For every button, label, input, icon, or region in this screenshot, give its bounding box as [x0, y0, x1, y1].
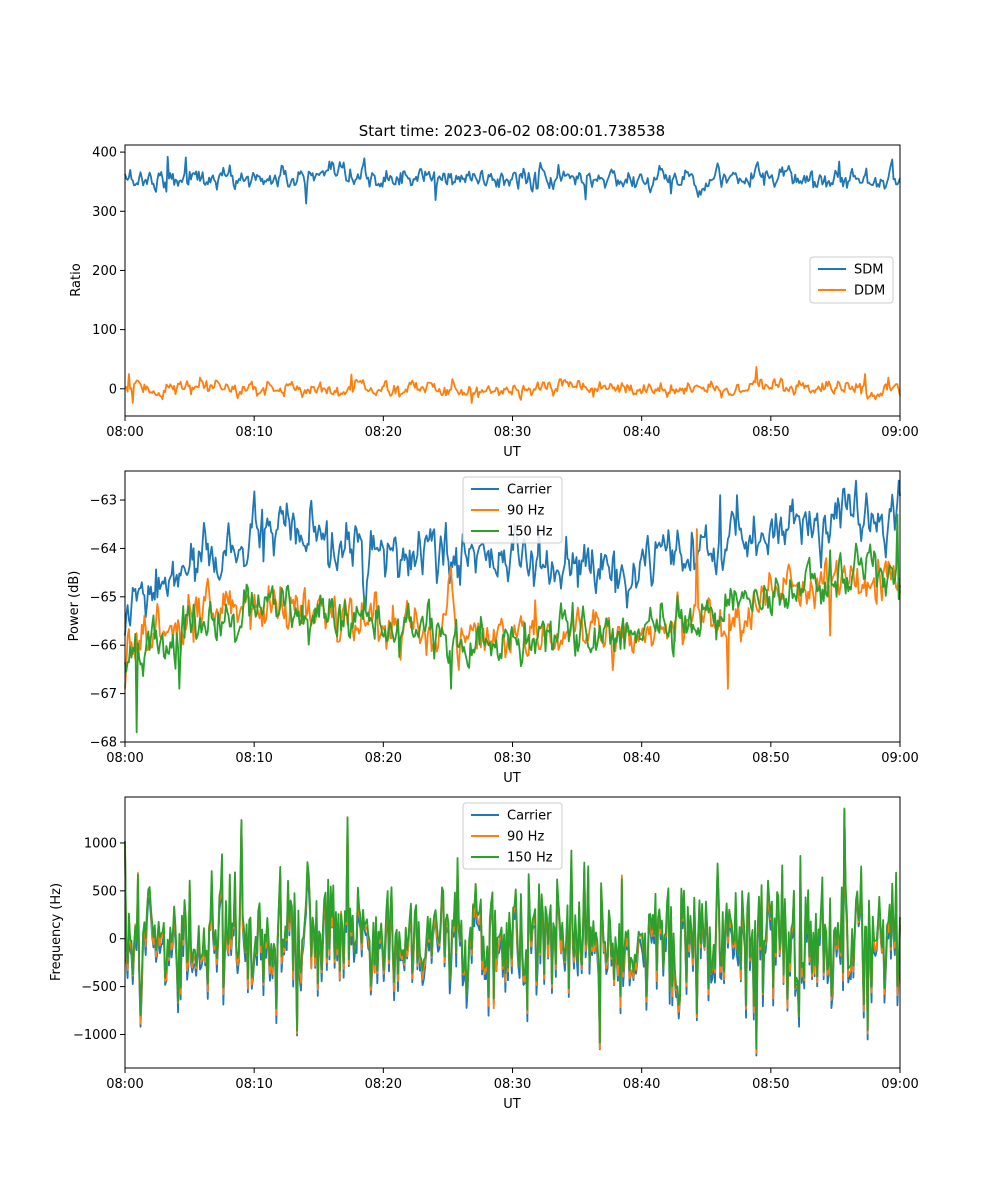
y-tick-label: 0 — [109, 932, 117, 947]
frequency-panel: UT Frequency (Hz) 08:00 08:10 08:20 08:30 08… — [49, 796, 919, 1112]
x-tick-label: 08:00 — [106, 1077, 143, 1092]
power-panel: UT Power (dB) 08:00 08:10 08:20 08:30 08:40 0… — [67, 470, 919, 786]
legend-label: Carrier — [507, 809, 552, 824]
x-tick-label: 08:30 — [494, 751, 531, 766]
x-tick-label: 09:00 — [881, 1077, 918, 1092]
y-axis-label: Ratio — [69, 263, 84, 296]
y-tick-label: 500 — [92, 884, 117, 899]
legend: SDM DDM — [809, 256, 894, 304]
x-tick-label: 08:30 — [494, 1077, 531, 1092]
legend-label: 90 Hz — [507, 830, 544, 845]
x-tick-label: 08:10 — [235, 1077, 272, 1092]
y-tick-label: −68 — [90, 736, 117, 751]
legend: Carrier 90 Hz 150 Hz — [462, 802, 563, 870]
y-axis-label: Power (dB) — [67, 571, 82, 642]
y-tick-label: −500 — [81, 980, 117, 995]
x-axis-label: UT — [503, 771, 521, 786]
y-axis-label: Frequency (Hz) — [49, 883, 64, 981]
y-tick-label: −65 — [90, 590, 117, 605]
x-axis-label: UT — [503, 445, 521, 460]
x-tick-label: 08:40 — [623, 425, 660, 440]
x-tick-label: 08:00 — [106, 751, 143, 766]
x-tick-label: 08:50 — [752, 1077, 789, 1092]
y-tick-label: −63 — [90, 494, 117, 509]
series-line-150-hz — [124, 513, 901, 734]
legend-label: 150 Hz — [507, 525, 553, 540]
y-tick-label: −64 — [90, 542, 117, 557]
y-tick-label: 1000 — [84, 836, 117, 851]
legend-label: DDM — [854, 284, 885, 299]
series-line-150-hz — [124, 807, 901, 1050]
y-tick-label: −1000 — [73, 1028, 117, 1043]
y-tick-label: −66 — [90, 639, 117, 654]
series-line-ddm — [124, 365, 901, 404]
legend-label: Carrier — [507, 483, 552, 498]
x-tick-label: 08:20 — [365, 1077, 402, 1092]
x-tick-label: 08:40 — [623, 751, 660, 766]
series-lines — [124, 479, 901, 734]
y-tick-label: 0 — [109, 382, 117, 397]
x-tick-label: 08:50 — [752, 751, 789, 766]
x-tick-label: 08:20 — [365, 425, 402, 440]
x-tick-label: 08:40 — [623, 1077, 660, 1092]
x-tick-label: 08:00 — [106, 425, 143, 440]
legend-label: SDM — [854, 263, 883, 278]
x-tick-label: 08:10 — [235, 425, 272, 440]
x-axis-label: UT — [503, 1097, 521, 1112]
y-tick-label: 400 — [92, 146, 117, 161]
ratio-panel: Start time: 2023-06-02 08:00:01.738538 U… — [69, 122, 919, 460]
y-tick-label: −67 — [90, 687, 117, 702]
x-tick-label: 09:00 — [881, 751, 918, 766]
legend: Carrier 90 Hz 150 Hz — [462, 476, 563, 544]
legend-box — [462, 802, 563, 870]
legend-box — [462, 476, 563, 544]
x-tick-label: 08:10 — [235, 751, 272, 766]
x-tick-label: 08:30 — [494, 425, 531, 440]
legend-label: 150 Hz — [507, 851, 553, 866]
legend-label: 90 Hz — [507, 504, 544, 519]
x-tick-label: 09:00 — [881, 425, 918, 440]
y-tick-label: 300 — [92, 205, 117, 220]
series-line-carrier — [124, 479, 901, 636]
series-line-sdm — [124, 155, 901, 205]
x-tick-label: 08:50 — [752, 425, 789, 440]
y-tick-label: 100 — [92, 323, 117, 338]
series-lines — [124, 807, 901, 1057]
chart-title: Start time: 2023-06-02 08:00:01.738538 — [359, 122, 665, 140]
series-lines — [124, 155, 901, 404]
x-tick-label: 08:20 — [365, 751, 402, 766]
y-tick-label: 200 — [92, 264, 117, 279]
